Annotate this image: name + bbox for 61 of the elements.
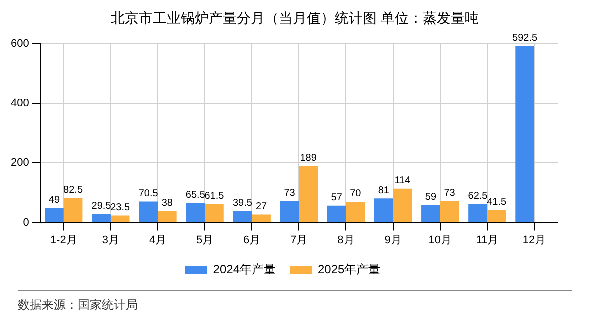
data-label: 81 — [378, 185, 390, 196]
data-label: 73 — [284, 188, 296, 199]
bar — [158, 211, 177, 222]
data-label: 82.5 — [64, 184, 84, 196]
x-tick-label: 6月 — [244, 234, 261, 246]
data-label: 29.5 — [92, 200, 112, 212]
bar — [252, 214, 271, 222]
source-note: 数据来源：国家统计局 — [18, 298, 138, 312]
x-tick-label: 3月 — [102, 234, 120, 246]
bar — [139, 202, 158, 222]
y-tick-label: 400 — [10, 98, 30, 110]
data-label: 59 — [425, 192, 437, 203]
x-tick-label: 12月 — [522, 234, 546, 246]
bar — [516, 46, 534, 222]
bar — [64, 198, 83, 222]
bar — [468, 204, 488, 222]
y-tick-label: 600 — [10, 38, 30, 50]
x-tick-label: 10月 — [428, 234, 452, 246]
bar — [45, 208, 64, 222]
data-label: 39.5 — [232, 198, 253, 209]
bar — [110, 216, 130, 222]
data-label: 61.5 — [204, 191, 225, 202]
data-label: 70.5 — [138, 188, 159, 200]
bar — [233, 211, 252, 222]
x-tick-label: 7月 — [290, 234, 308, 246]
x-tick-label: 1-2月 — [50, 234, 78, 246]
x-tick-label: 8月 — [338, 234, 355, 246]
data-label: 62.5 — [468, 190, 488, 202]
data-label: 70 — [350, 188, 362, 200]
bar — [422, 205, 440, 222]
data-label: 27 — [256, 202, 268, 213]
data-label: 114 — [394, 176, 412, 187]
bar — [299, 166, 318, 222]
bar — [393, 188, 412, 222]
bar — [374, 198, 394, 222]
bar — [440, 201, 460, 222]
chart-title: 北京市工业锅炉产量分月（当月值）统计图 单位：蒸发量吨 — [110, 9, 480, 28]
bar — [186, 203, 206, 222]
y-tick-label: 0 — [23, 216, 30, 229]
data-label: 41.5 — [487, 197, 507, 208]
x-tick-label: 9月 — [384, 234, 402, 246]
legend-label: 2024年产量 — [213, 262, 276, 276]
data-label: 23.5 — [110, 202, 131, 214]
data-label: 65.5 — [186, 190, 206, 202]
data-label: 38 — [162, 198, 174, 210]
bar — [205, 204, 224, 222]
bar — [487, 210, 506, 222]
data-label: 189 — [300, 153, 318, 164]
bar — [92, 214, 111, 222]
x-tick-label: 11月 — [476, 234, 499, 246]
x-tick-label: 5月 — [196, 234, 214, 246]
x-tick-label: 4月 — [149, 234, 167, 246]
legend-label: 2025年产量 — [318, 262, 381, 276]
bar — [327, 206, 346, 222]
data-label: 592.5 — [512, 32, 538, 44]
data-label: 73 — [444, 188, 456, 199]
data-label: 57 — [331, 192, 343, 204]
data-label: 49 — [48, 194, 60, 206]
y-tick-label: 200 — [10, 157, 30, 170]
bar — [346, 202, 366, 222]
bar — [280, 201, 300, 222]
